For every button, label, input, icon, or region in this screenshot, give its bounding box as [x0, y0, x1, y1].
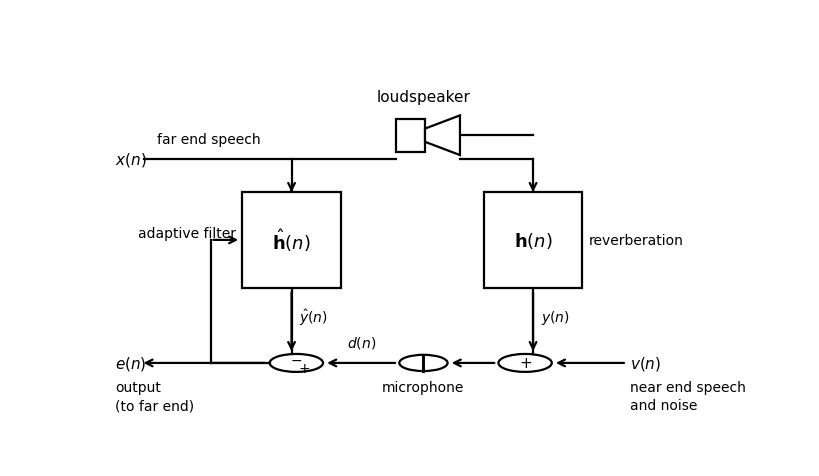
Text: $y(n)$: $y(n)$: [540, 308, 569, 327]
Bar: [242, 193, 341, 288]
Bar: [396, 119, 424, 152]
Text: $d(n)$: $d(n)$: [346, 335, 375, 350]
Text: far end speech: far end speech: [156, 133, 260, 147]
Text: and noise: and noise: [629, 398, 696, 412]
Text: adaptive filter: adaptive filter: [138, 226, 236, 240]
Text: $\mathbf{h}(n)$: $\mathbf{h}(n)$: [513, 230, 552, 250]
Text: $+$: $+$: [298, 361, 310, 375]
Text: $v(n)$: $v(n)$: [629, 354, 660, 372]
Text: reverberation: reverberation: [588, 233, 683, 248]
Text: $x(n)$: $x(n)$: [115, 151, 147, 169]
Text: near end speech: near end speech: [629, 380, 745, 394]
Text: $e(n)$: $e(n)$: [115, 354, 147, 372]
Bar: [483, 193, 581, 288]
Polygon shape: [424, 116, 459, 156]
Text: microphone: microphone: [382, 380, 464, 395]
Text: loudspeaker: loudspeaker: [376, 90, 470, 105]
Text: $\hat{y}(n)$: $\hat{y}(n)$: [299, 307, 328, 327]
Text: (to far end): (to far end): [115, 398, 194, 412]
Text: $-$: $-$: [290, 352, 302, 366]
Text: $+$: $+$: [518, 356, 531, 371]
Text: output: output: [115, 380, 161, 394]
Text: $\hat{\mathbf{h}}(n)$: $\hat{\mathbf{h}}(n)$: [272, 227, 310, 254]
